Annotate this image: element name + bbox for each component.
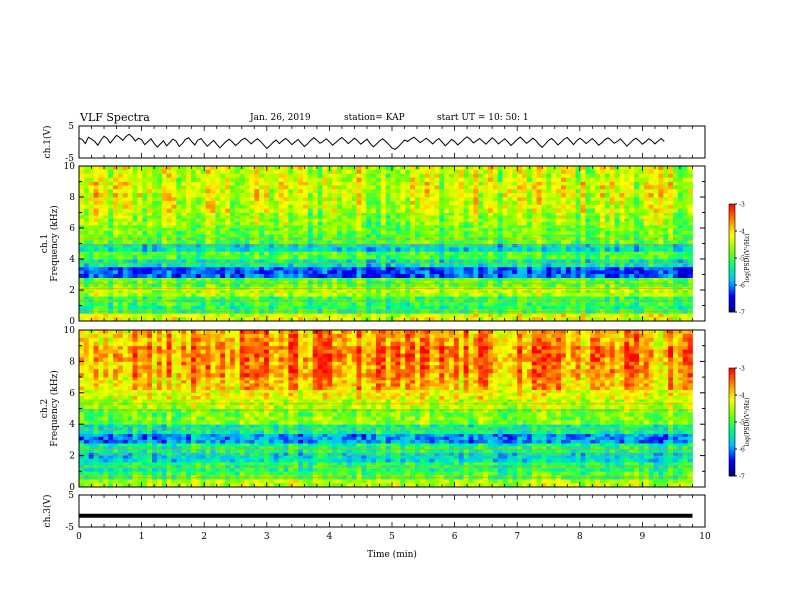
- y-tick-label: 2: [69, 286, 75, 296]
- colorbar-tick-label: -3: [739, 366, 745, 373]
- ch2-spectrogram-ylabel: ch.2Frequency (kHz): [40, 370, 60, 447]
- y-tick-label: 8: [69, 357, 75, 367]
- ch2-spectrogram-colorbar-label: log(PSD)(V²/Hz): [744, 398, 751, 447]
- y-tick-label: -5: [65, 523, 74, 533]
- y-tick-label: 4: [69, 255, 75, 265]
- station-label: station= KAP: [344, 113, 405, 123]
- y-tick-label: 0: [69, 317, 75, 327]
- colorbar-tick-label: -4: [739, 229, 745, 236]
- y-tick-label: 6: [69, 389, 75, 399]
- date-label: Jan. 26, 2019: [250, 113, 311, 123]
- ch1-spectrogram-colorbar: [729, 204, 735, 313]
- y-tick-label: 6: [69, 224, 75, 234]
- y-tick-label: 5: [68, 122, 74, 132]
- x-tick-label: 7: [514, 532, 520, 542]
- start-ut-label: start UT = 10: 50: 1: [437, 113, 529, 123]
- x-tick-label: 3: [264, 532, 270, 542]
- x-tick-label: 2: [201, 532, 207, 542]
- x-tick-label: 0: [76, 532, 82, 542]
- ch2-spectrogram-colorbar: [729, 368, 735, 477]
- y-tick-label: 10: [64, 326, 76, 336]
- colorbar-tick-label: -7: [739, 474, 745, 481]
- ch2-spectrogram-cells: [79, 330, 693, 488]
- ch1-waveform-ylabel: ch.1(V): [42, 126, 53, 159]
- ch3-waveform-ylabel: ch.3(V): [42, 495, 53, 528]
- ch1-waveform-line: [78, 133, 665, 150]
- figure-title: VLF Spectra: [80, 111, 150, 124]
- colorbar-tick-label: -7: [739, 310, 745, 317]
- x-tick-label: 5: [389, 532, 395, 542]
- x-tick-label: 1: [139, 532, 145, 542]
- colorbar-tick-label: -6: [739, 283, 745, 290]
- ch1-spectrogram-colorbar-label: log(PSD)(V²/Hz): [744, 234, 751, 283]
- y-tick-label: -5: [65, 154, 74, 164]
- x-tick-label: 10: [699, 532, 711, 542]
- y-tick-label: 2: [69, 452, 75, 462]
- x-tick-label: 8: [577, 532, 583, 542]
- y-tick-label: 10: [64, 162, 76, 172]
- colorbar-tick-label: -5: [739, 256, 745, 263]
- colorbar-tick-label: -5: [739, 420, 745, 427]
- ch1-spectrogram-cells: [79, 166, 693, 322]
- y-tick-label: 5: [68, 491, 74, 501]
- ch1-spectrogram-ylabel: ch.1Frequency (kHz): [40, 205, 60, 282]
- x-tick-label: 6: [452, 532, 458, 542]
- y-tick-label: 8: [69, 193, 75, 203]
- y-tick-label: 0: [69, 483, 75, 493]
- colorbar-tick-label: -4: [739, 393, 745, 400]
- y-tick-label: 4: [69, 420, 75, 430]
- colorbar-tick-label: -6: [739, 447, 745, 454]
- x-tick-label: 9: [640, 532, 646, 542]
- colorbar-tick-label: -3: [739, 202, 745, 209]
- x-tick-label: 4: [327, 532, 333, 542]
- x-axis-label: Time (min): [367, 549, 417, 560]
